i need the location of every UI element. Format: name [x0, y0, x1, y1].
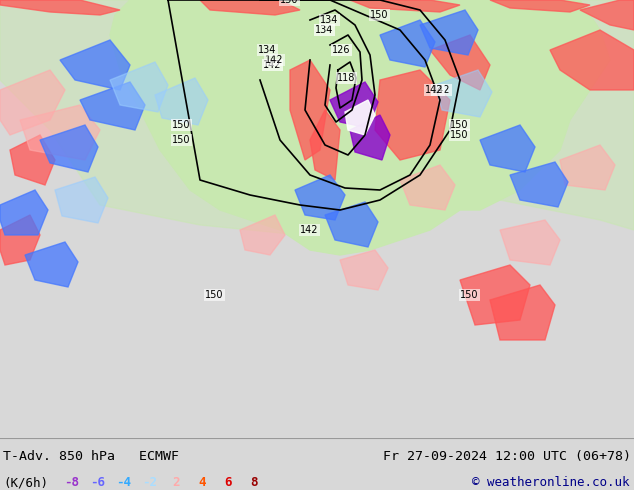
Polygon shape: [460, 265, 530, 325]
Polygon shape: [380, 20, 435, 67]
Text: 150: 150: [205, 290, 224, 300]
Text: -4: -4: [117, 476, 131, 489]
Polygon shape: [490, 285, 555, 340]
Text: 118: 118: [337, 73, 356, 83]
Text: -6: -6: [91, 476, 105, 489]
Polygon shape: [0, 215, 40, 265]
Polygon shape: [110, 0, 610, 255]
Polygon shape: [340, 250, 388, 290]
Text: 150: 150: [280, 0, 299, 5]
Polygon shape: [490, 0, 590, 12]
Text: 150: 150: [460, 290, 479, 300]
Polygon shape: [0, 0, 634, 235]
Text: 134: 134: [320, 15, 339, 25]
Polygon shape: [420, 10, 478, 55]
Polygon shape: [200, 0, 300, 15]
Polygon shape: [550, 30, 634, 90]
Polygon shape: [55, 177, 108, 223]
Text: 150: 150: [450, 130, 469, 140]
Text: 150: 150: [172, 120, 190, 130]
Polygon shape: [325, 202, 378, 247]
Text: 134: 134: [258, 45, 276, 55]
Text: 142: 142: [425, 85, 444, 95]
Text: (K/6h): (K/6h): [3, 476, 48, 489]
Text: -2: -2: [143, 476, 157, 489]
Text: 8: 8: [250, 476, 258, 489]
Polygon shape: [240, 215, 285, 255]
Text: 142: 142: [300, 225, 318, 235]
Polygon shape: [500, 220, 560, 265]
Text: 142: 142: [265, 55, 283, 65]
Polygon shape: [430, 35, 490, 90]
Polygon shape: [0, 0, 120, 15]
Polygon shape: [375, 70, 450, 160]
Polygon shape: [510, 162, 568, 207]
Text: 142: 142: [263, 60, 281, 70]
Text: T-Adv. 850 hPa   ECMWF: T-Adv. 850 hPa ECMWF: [3, 450, 179, 463]
Polygon shape: [0, 190, 48, 235]
Polygon shape: [350, 115, 390, 160]
Polygon shape: [400, 165, 455, 210]
Polygon shape: [0, 70, 65, 135]
Polygon shape: [560, 145, 615, 190]
Text: 126: 126: [332, 45, 351, 55]
Polygon shape: [110, 62, 168, 112]
Polygon shape: [20, 105, 100, 160]
Polygon shape: [40, 125, 98, 172]
Polygon shape: [480, 125, 535, 172]
Polygon shape: [25, 242, 78, 287]
Polygon shape: [290, 60, 330, 160]
Text: © weatheronline.co.uk: © weatheronline.co.uk: [472, 476, 629, 489]
Polygon shape: [155, 78, 208, 125]
Polygon shape: [310, 110, 340, 180]
Text: 4: 4: [198, 476, 206, 489]
Polygon shape: [10, 135, 55, 185]
Text: 6: 6: [224, 476, 232, 489]
Text: 142: 142: [432, 85, 451, 95]
Polygon shape: [60, 40, 130, 90]
Polygon shape: [330, 82, 378, 128]
Text: 2: 2: [172, 476, 180, 489]
Text: Fr 27-09-2024 12:00 UTC (06+78): Fr 27-09-2024 12:00 UTC (06+78): [383, 450, 631, 463]
Text: 150: 150: [450, 120, 469, 130]
Polygon shape: [345, 100, 375, 135]
Polygon shape: [435, 70, 492, 117]
Polygon shape: [580, 0, 634, 30]
Text: 134: 134: [315, 25, 333, 35]
Text: 150: 150: [172, 135, 190, 145]
Polygon shape: [80, 82, 145, 130]
Polygon shape: [350, 0, 460, 12]
Text: 150: 150: [370, 10, 389, 20]
Text: -8: -8: [65, 476, 79, 489]
Polygon shape: [295, 175, 345, 220]
